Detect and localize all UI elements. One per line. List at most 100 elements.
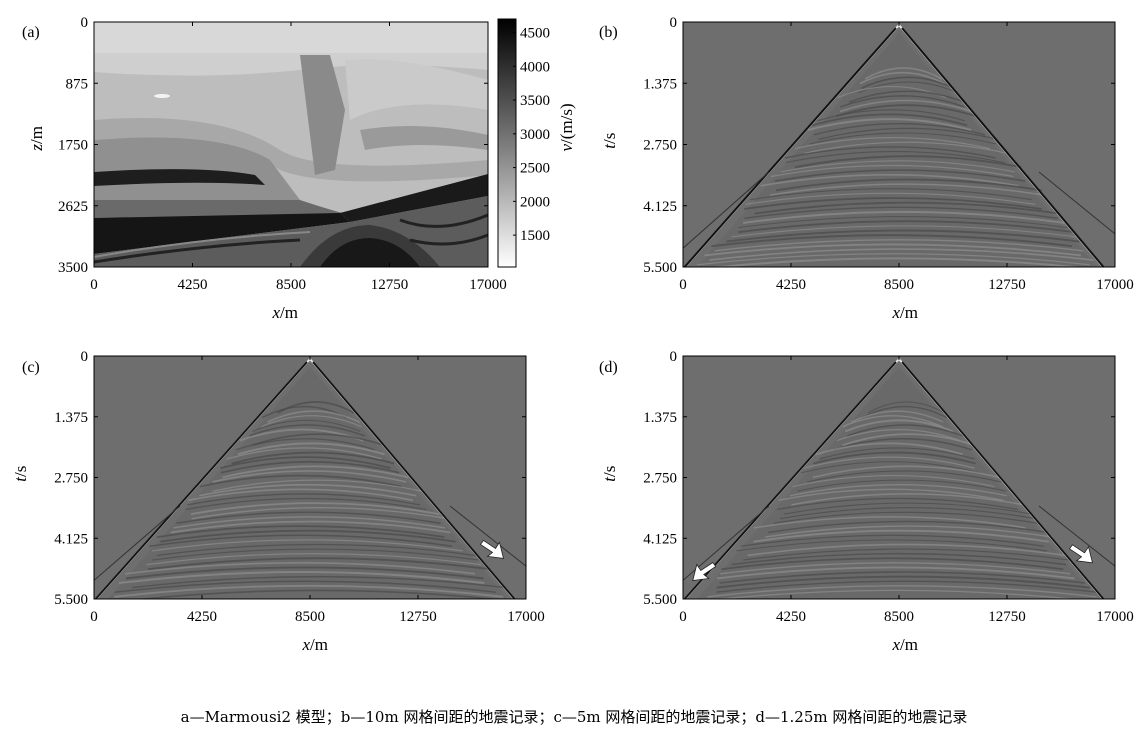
reflection-event (714, 239, 1084, 252)
y-axis-label: t/s (11, 466, 30, 482)
reflection-event (716, 575, 1091, 589)
x-tick-label: 0 (679, 609, 687, 625)
reflection-event (152, 548, 479, 561)
reflection-event (862, 405, 947, 419)
reflection-event (753, 516, 1026, 529)
reflection-event (784, 146, 996, 159)
reflection-event (861, 76, 955, 90)
reflection-event (149, 534, 453, 548)
reflection-event (811, 113, 968, 127)
reflection-event (846, 424, 964, 437)
y-tick-label: 4.125 (54, 531, 88, 547)
reflection-event (160, 529, 456, 543)
reflection-event (719, 571, 1086, 584)
reflection-event (212, 479, 423, 492)
reflection-event (147, 557, 491, 571)
reflection-event (783, 502, 1033, 515)
reflection-event (267, 410, 360, 423)
reflection-event (726, 229, 1080, 243)
x-tick-label: 8500 (295, 609, 325, 625)
x-tick-label: 12750 (399, 609, 437, 625)
reflection-event (844, 419, 954, 433)
x-tick-label: 0 (90, 609, 98, 625)
direct-wave-left-shadow (683, 361, 897, 599)
velocity-model-image (94, 22, 488, 267)
x-tick-label: 4250 (187, 609, 217, 625)
refraction-left (683, 505, 770, 582)
reflection-event (840, 95, 965, 108)
colorbar-tick-label: 3500 (520, 93, 550, 109)
colorbar-label-var: v (557, 144, 576, 152)
y-tick-label: 1.375 (643, 410, 677, 426)
reflection-event (134, 589, 501, 599)
reflection-event (704, 243, 1082, 257)
reflection-event (812, 451, 976, 465)
refraction-left (683, 171, 770, 249)
reflection-event (125, 566, 484, 580)
reflection-event (173, 516, 446, 529)
reflection-event (738, 220, 1076, 234)
reflection-event (817, 109, 966, 122)
reflection-event (801, 461, 980, 474)
x-tick-label: 8500 (884, 609, 914, 625)
y-tick-label: 0 (670, 349, 678, 365)
reflection-event (771, 164, 1014, 178)
y-tick-label: 2.750 (643, 138, 677, 154)
y-tick-label: 1750 (58, 138, 88, 154)
reflection-event (124, 562, 476, 575)
annotation-arrow (692, 561, 717, 581)
reflection-event (237, 442, 385, 456)
y-tick-label: 0 (81, 15, 89, 31)
y-tick-label: 2625 (58, 199, 88, 215)
reflection-event (760, 174, 1019, 187)
y-tick-label: 5.500 (54, 592, 88, 608)
reflection-event (835, 104, 977, 118)
reflection-event (185, 497, 427, 511)
reflection-event (797, 479, 1007, 492)
reflection-event (261, 415, 362, 428)
reflection-event (807, 118, 972, 132)
x-tick-label: 4250 (178, 277, 208, 293)
y-axis-label-unit: /s (11, 466, 30, 477)
reflection-event (750, 188, 1032, 201)
reflection-event (199, 474, 402, 488)
panel-a-velocity-model: 0 4250 8500 12750 17000 0 875 1750 2625 3500 450… (22, 15, 576, 322)
reflection-event (697, 253, 1090, 266)
reflection-event (775, 178, 1043, 192)
reflection-event (836, 428, 961, 442)
y-tick-label: 5.500 (643, 260, 677, 276)
y-tick-label: 4.125 (643, 531, 677, 547)
reflection-event (191, 507, 449, 520)
reflection-event (842, 415, 943, 428)
y-tick-label: 1.375 (643, 76, 677, 92)
reflection-event (199, 483, 417, 497)
annotation-arrow (479, 539, 505, 559)
y-axis-label-unit: /s (600, 466, 619, 477)
x-axis-label-unit: /m (310, 635, 328, 654)
x-tick-label: 8500 (276, 277, 306, 293)
x-axis-label-var: x (891, 635, 900, 654)
reflection-event (222, 465, 409, 479)
y-axis-label-unit: /m (27, 126, 46, 144)
colorbar-tick-label: 3000 (520, 127, 550, 143)
colorbar-tick-label: 4000 (520, 59, 550, 75)
y-axis-label-unit: /s (600, 133, 619, 144)
reflection-event (832, 438, 973, 451)
reflection-event (187, 488, 414, 502)
direct-wave-right-shadow (901, 361, 1105, 599)
reflection-event (850, 410, 944, 423)
reflection-event (780, 160, 1015, 173)
reflection-event (156, 543, 476, 557)
reflection-event (864, 67, 943, 80)
y-tick-label: 3500 (58, 260, 88, 276)
reflection-event (791, 493, 1025, 506)
panel-c-seismic-record: 0 4250 8500 12750 17000 0 1.375 2.750 4.125 5.500… (11, 349, 545, 654)
panel-label: (b) (599, 24, 618, 41)
reflection-event (867, 401, 945, 414)
y-tick-label: 2.750 (643, 471, 677, 487)
reflection-event (212, 470, 407, 483)
colorbar-tick-label: 4500 (520, 26, 550, 42)
refraction-right (1038, 171, 1115, 235)
y-tick-label: 1.375 (54, 410, 88, 426)
reflection-event (716, 580, 1098, 593)
